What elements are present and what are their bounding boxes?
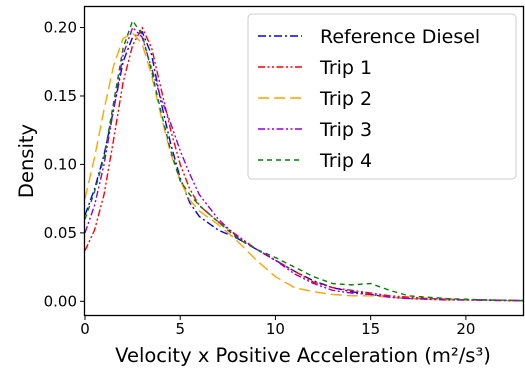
- legend-label-4: Trip 3: [319, 119, 372, 141]
- x-axis-title: Velocity x Positive Acceleration (m²/s³): [115, 344, 491, 367]
- x-tick-label: 15: [361, 320, 380, 338]
- series-layer: [84, 19, 524, 302]
- y-tick-label: 0.10: [44, 155, 77, 173]
- y-tick-label: 0.00: [44, 292, 77, 310]
- legend-label-3: Trip 2: [319, 88, 372, 110]
- ticks-layer: 0 5 10 15 20 0.00 0.05 0.10 0.15 0.20: [44, 19, 476, 338]
- y-axis-title: Density: [15, 124, 38, 198]
- y-tick-label: 0.15: [44, 87, 77, 105]
- x-tick-label: 5: [175, 320, 185, 338]
- x-tick-label: 0: [80, 320, 90, 338]
- x-tick-label: 10: [266, 320, 285, 338]
- legend-box: [247, 13, 517, 180]
- series-line-5: [84, 19, 524, 302]
- y-tick-label: 0.05: [44, 224, 77, 242]
- y-tick-label: 0.20: [44, 19, 77, 37]
- plot-frame: [83, 5, 525, 317]
- legend-label-2: Trip 1: [319, 57, 372, 79]
- legend-label-1: Reference Diesel: [320, 26, 480, 48]
- legend-label-5: Trip 4: [319, 150, 372, 172]
- series-line-4: [84, 26, 523, 302]
- x-tick-label: 20: [456, 320, 475, 338]
- legend: Reference Diesel Trip 1 Trip 2 Trip 3 Trip 4: [247, 13, 517, 180]
